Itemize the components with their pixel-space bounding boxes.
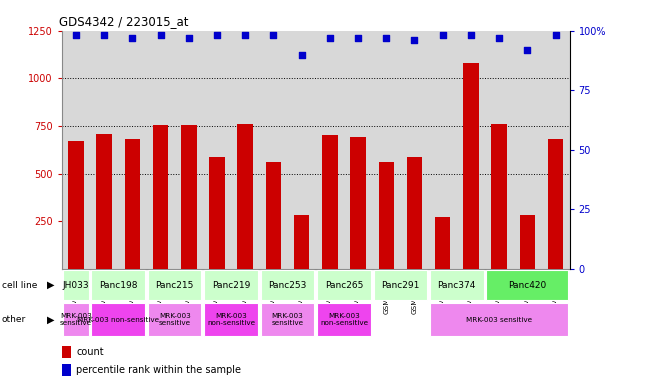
- Bar: [519, 215, 535, 269]
- Text: Panc265: Panc265: [325, 281, 363, 290]
- Text: MRK-003
sensitive: MRK-003 sensitive: [60, 313, 92, 326]
- Text: MRK-003 non-sensitive: MRK-003 non-sensitive: [77, 317, 159, 323]
- Text: cell line: cell line: [2, 281, 37, 290]
- Point: [71, 32, 81, 38]
- Bar: [317, 303, 370, 336]
- Point: [156, 32, 166, 38]
- Bar: [547, 139, 563, 269]
- Text: count: count: [76, 347, 104, 357]
- Bar: [153, 125, 169, 269]
- Text: Panc198: Panc198: [99, 281, 137, 290]
- Bar: [430, 270, 484, 300]
- Point: [127, 35, 137, 41]
- Text: Panc215: Panc215: [156, 281, 194, 290]
- Bar: [96, 134, 112, 269]
- Point: [550, 32, 561, 38]
- Bar: [322, 136, 338, 269]
- Point: [353, 35, 363, 41]
- Text: ▶: ▶: [47, 280, 55, 290]
- Bar: [350, 137, 366, 269]
- Bar: [238, 124, 253, 269]
- Bar: [374, 270, 427, 300]
- Text: MRK-003 sensitive: MRK-003 sensitive: [466, 317, 532, 323]
- Text: JH033: JH033: [62, 281, 89, 290]
- Text: Panc420: Panc420: [508, 281, 546, 290]
- Bar: [91, 270, 145, 300]
- Bar: [266, 162, 281, 269]
- Text: MRK-003
sensitive: MRK-003 sensitive: [159, 313, 191, 326]
- Text: ▶: ▶: [47, 314, 55, 325]
- Bar: [63, 270, 89, 300]
- Point: [325, 35, 335, 41]
- Point: [212, 32, 222, 38]
- Point: [409, 37, 420, 43]
- Bar: [63, 303, 89, 336]
- Point: [296, 51, 307, 58]
- Bar: [91, 303, 145, 336]
- Text: Panc374: Panc374: [437, 281, 476, 290]
- Point: [465, 32, 476, 38]
- Bar: [294, 215, 309, 269]
- Text: MRK-003
non-sensitive: MRK-003 non-sensitive: [207, 313, 255, 326]
- Text: Panc219: Panc219: [212, 281, 250, 290]
- Point: [99, 32, 109, 38]
- Text: GDS4342 / 223015_at: GDS4342 / 223015_at: [59, 15, 189, 28]
- Bar: [317, 270, 370, 300]
- Bar: [407, 157, 422, 269]
- Text: other: other: [2, 315, 26, 324]
- Bar: [463, 63, 478, 269]
- Point: [437, 32, 448, 38]
- Point: [494, 35, 505, 41]
- Point: [240, 32, 251, 38]
- Bar: [148, 270, 201, 300]
- Bar: [378, 162, 394, 269]
- Bar: [430, 303, 568, 336]
- Bar: [486, 270, 568, 300]
- Bar: [209, 157, 225, 269]
- Text: Panc291: Panc291: [381, 281, 419, 290]
- Bar: [62, 346, 71, 358]
- Bar: [124, 139, 140, 269]
- Bar: [148, 303, 201, 336]
- Bar: [62, 364, 71, 376]
- Text: percentile rank within the sample: percentile rank within the sample: [76, 365, 241, 375]
- Bar: [260, 270, 314, 300]
- Bar: [204, 303, 258, 336]
- Bar: [492, 124, 507, 269]
- Point: [184, 35, 194, 41]
- Text: MRK-003
sensitive: MRK-003 sensitive: [271, 313, 303, 326]
- Point: [268, 32, 279, 38]
- Bar: [260, 303, 314, 336]
- Bar: [68, 141, 84, 269]
- Point: [381, 35, 391, 41]
- Bar: [181, 125, 197, 269]
- Bar: [204, 270, 258, 300]
- Text: MRK-003
non-sensitive: MRK-003 non-sensitive: [320, 313, 368, 326]
- Point: [522, 47, 533, 53]
- Bar: [435, 217, 450, 269]
- Text: Panc253: Panc253: [268, 281, 307, 290]
